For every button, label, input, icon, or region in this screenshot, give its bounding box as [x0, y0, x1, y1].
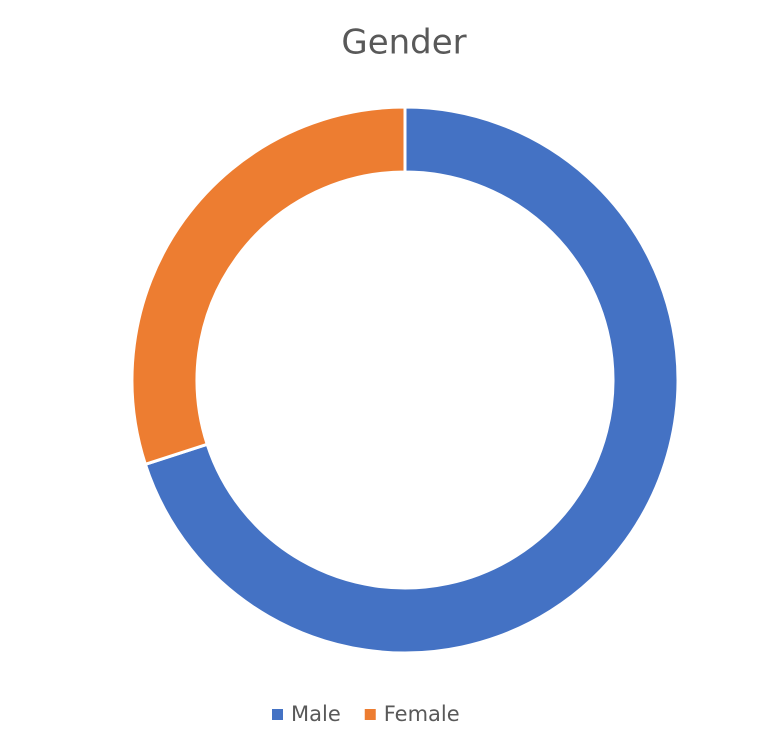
chart-title: Gender [341, 23, 466, 63]
legend-swatch [272, 709, 283, 720]
legend-label: Male [291, 702, 341, 726]
legend-swatch [364, 709, 376, 720]
donut-segment [143, 105, 680, 655]
legend-label: Female [384, 702, 460, 726]
donut-segment [130, 105, 407, 467]
